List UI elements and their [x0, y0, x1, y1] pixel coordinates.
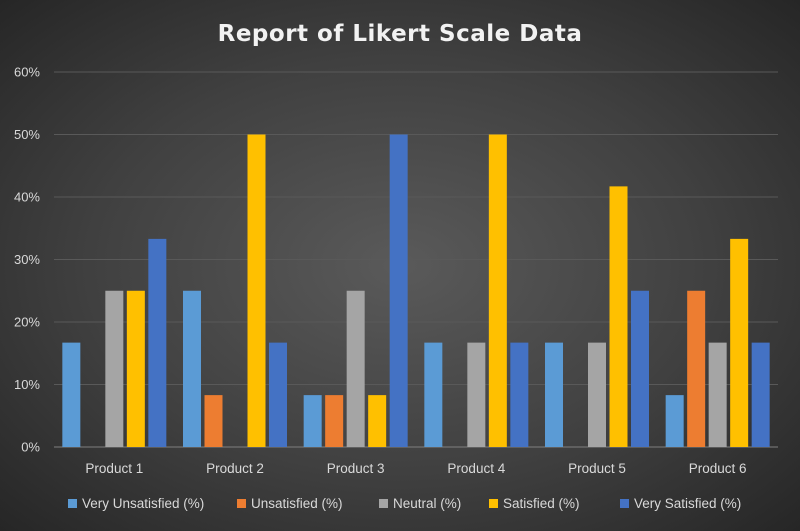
legend-label: Unsatisfied (%) — [251, 496, 343, 511]
legend-label: Very Unsatisfied (%) — [82, 496, 204, 511]
bar-1-3 — [105, 290, 124, 447]
bar-1-1 — [62, 342, 81, 447]
legend-label: Neutral (%) — [393, 496, 461, 511]
y-tick-label: 0% — [21, 440, 40, 455]
bar-4-5 — [510, 342, 529, 447]
bar-5-4 — [609, 186, 628, 447]
bar-6-4 — [730, 238, 749, 447]
x-category-label: Product 6 — [689, 461, 747, 476]
bar-4-1 — [424, 342, 443, 447]
bar-3-4 — [368, 395, 387, 447]
bar-2-5 — [269, 342, 287, 447]
bar-2-2 — [204, 395, 223, 447]
bar-2-1 — [183, 290, 201, 447]
bar-4-3 — [467, 342, 486, 447]
bar-3-5 — [389, 134, 408, 447]
legend-swatch — [237, 499, 246, 508]
legend-swatch — [489, 499, 498, 508]
x-category-label: Product 3 — [327, 461, 385, 476]
bar-1-4 — [126, 290, 145, 447]
legend-swatch — [379, 499, 388, 508]
bar-3-2 — [325, 395, 344, 447]
y-tick-label: 60% — [14, 65, 40, 80]
legend-label: Very Satisfied (%) — [634, 496, 741, 511]
x-category-label: Product 1 — [85, 461, 143, 476]
bar-6-2 — [687, 290, 706, 447]
bar-6-5 — [751, 342, 770, 447]
x-category-label: Product 5 — [568, 461, 626, 476]
legend-swatch — [620, 499, 629, 508]
x-category-label: Product 4 — [447, 461, 505, 476]
bar-2-4 — [247, 134, 266, 447]
x-category-label: Product 2 — [206, 461, 264, 476]
y-tick-label: 10% — [14, 377, 40, 392]
bar-1-5 — [148, 238, 167, 447]
bar-5-3 — [588, 342, 606, 447]
y-tick-label: 20% — [14, 315, 40, 330]
y-tick-label: 50% — [14, 127, 40, 142]
y-tick-label: 40% — [14, 190, 40, 205]
bar-3-3 — [346, 290, 365, 447]
bar-5-5 — [631, 290, 649, 447]
y-tick-label: 30% — [14, 252, 40, 267]
bar-3-1 — [303, 395, 322, 447]
bar-6-3 — [708, 342, 727, 447]
chart-title: Report of Likert Scale Data — [218, 21, 583, 47]
bar-5-1 — [545, 342, 563, 447]
bar-6-1 — [665, 395, 684, 447]
bar-4-4 — [488, 134, 507, 447]
legend-label: Satisfied (%) — [503, 496, 580, 511]
legend-swatch — [68, 499, 77, 508]
